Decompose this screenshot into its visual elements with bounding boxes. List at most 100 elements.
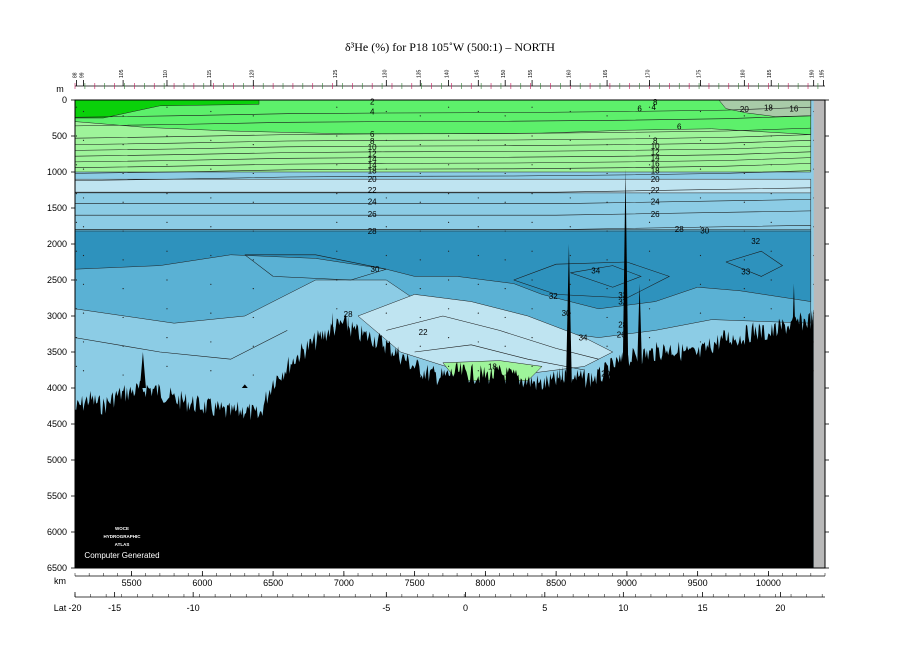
contour-lines [74, 106, 811, 371]
y-unit-label: m [56, 84, 64, 94]
station-label: 185 [767, 69, 773, 78]
sample-dot [531, 308, 533, 310]
station-label: 135 [416, 69, 422, 78]
contour-label: 33 [618, 291, 627, 300]
sample-dot [210, 370, 212, 372]
contour-label: 6 [677, 123, 682, 132]
sample-dot [447, 279, 450, 281]
sample-dot [75, 250, 78, 252]
lat-tick-label: -15 [108, 603, 121, 613]
y-tick-label: 6000 [47, 527, 67, 537]
sample-dot [385, 168, 387, 170]
sample-dot [743, 172, 745, 175]
station-label: 180 [740, 69, 746, 78]
seamount [790, 283, 797, 388]
station-label: 130 [382, 69, 388, 78]
plot-border [74, 99, 826, 569]
sample-dot [743, 144, 745, 146]
station-label: 140 [445, 69, 451, 78]
y-tick-label: 6500 [47, 563, 67, 573]
sample-dot [122, 374, 124, 376]
contour-label: 20 [368, 175, 377, 184]
sample-dot [82, 168, 85, 170]
sample-dot [210, 168, 212, 170]
x-tick-label: 6000 [192, 578, 212, 588]
x-tick-label: 8500 [546, 578, 566, 588]
contour-30-closed [244, 254, 387, 281]
sample-dot [336, 308, 338, 310]
sample-dot [477, 341, 479, 343]
contour-label: 4 [370, 108, 375, 117]
contour-label: 20 [601, 370, 610, 379]
y-tick-label: 1000 [47, 167, 67, 177]
bathymetry [75, 168, 814, 568]
contour-upper-7 [74, 157, 811, 168]
sample-dot [699, 110, 702, 113]
sample-dot [336, 164, 338, 166]
sample-dot [252, 144, 254, 146]
sample-dot [252, 259, 254, 261]
sample-dot [569, 283, 571, 285]
sample-dot [419, 230, 421, 232]
y-tick-label: 3500 [47, 347, 67, 357]
sample-dot [531, 279, 533, 281]
sample-dot [210, 139, 212, 141]
sample-dot [699, 197, 702, 199]
sample-dot [569, 254, 571, 257]
sample-dot [606, 259, 608, 261]
band-ridge-18-22 [357, 294, 614, 374]
contour-33-east [725, 250, 784, 277]
sample-dot [569, 197, 571, 199]
sample-dot [699, 226, 702, 228]
sample-dot [210, 226, 212, 228]
contour-mid-0 [75, 187, 811, 193]
contour-label: 14 [651, 154, 660, 163]
contour-label: 18 [368, 167, 377, 176]
sample-dot [770, 164, 772, 166]
seamount [345, 316, 352, 388]
contour-label: 18 [488, 362, 497, 371]
lat-tick-label: -5 [382, 603, 390, 613]
y-tick-label: 4500 [47, 419, 67, 429]
station-label: 88 [72, 72, 78, 78]
y-tick-label: 1500 [47, 203, 67, 213]
sample-dot [82, 283, 85, 285]
contour-upper-1 [74, 115, 811, 127]
sample-dot [122, 230, 124, 232]
sample-dot [122, 115, 124, 117]
sample-dot [743, 316, 745, 319]
sample-dot [385, 283, 387, 285]
sample-dot [477, 370, 479, 372]
station-label: 115 [207, 70, 213, 78]
woce-watermark: WOCE HYDROGRAPHIC ATLAS Computer Generated [84, 526, 159, 560]
contour-label: 32 [549, 292, 558, 301]
x-unit-label: km [54, 576, 66, 586]
sample-dot [477, 312, 479, 314]
sample-dot [699, 254, 702, 257]
sample-dot [477, 226, 479, 228]
sample-dot [504, 172, 506, 175]
contour-label: 34 [591, 267, 600, 276]
sample-dot [569, 110, 571, 113]
contour-mid-1 [75, 199, 811, 204]
sample-dot [606, 201, 608, 203]
sample-dot [166, 106, 168, 108]
contour-mid-2 [75, 210, 811, 216]
contour-label: 4 [652, 103, 657, 112]
right-edge-wall [813, 100, 825, 568]
sample-dot [75, 337, 78, 339]
sample-dot [210, 254, 212, 257]
sample-dot [122, 172, 124, 175]
x-axis: km 5500 6000 6500 7000 7500 8000 8500 9000 9500 10… [54, 571, 826, 588]
sample-dot [82, 341, 85, 343]
sample-dot [252, 201, 254, 203]
sample-dot [419, 172, 421, 175]
contour-label: 16 [789, 104, 798, 113]
sample-dot [504, 144, 506, 146]
sample-dot [75, 164, 78, 166]
sample-dot [210, 283, 212, 285]
sample-dot [770, 250, 772, 252]
sample-dot [419, 288, 421, 290]
contour-label: 24 [651, 198, 660, 207]
sample-dot [447, 106, 450, 108]
